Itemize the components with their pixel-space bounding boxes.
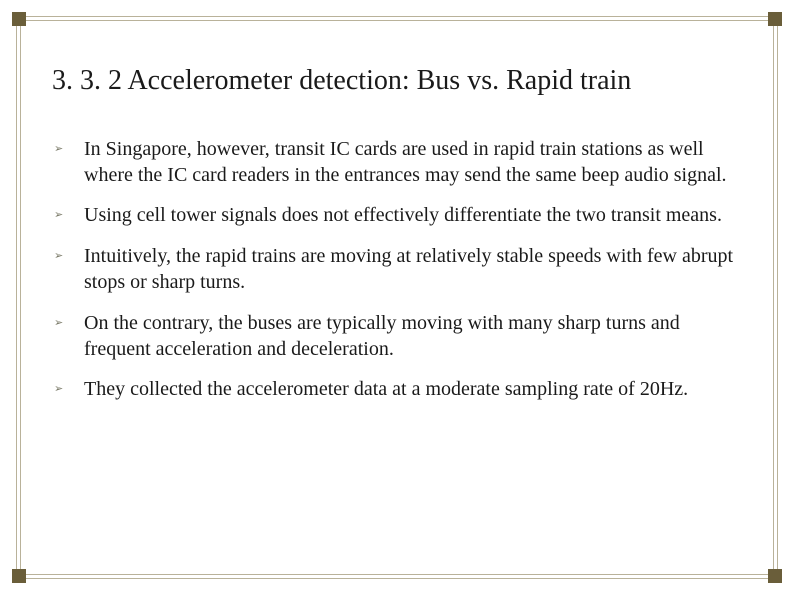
list-item: ➢ Intuitively, the rapid trains are movi… [80, 243, 742, 296]
content-area: 3. 3. 2 Accelerometer detection: Bus vs.… [52, 64, 742, 555]
bullet-text: Using cell tower signals does not effect… [84, 204, 722, 226]
bullet-list: ➢ In Singapore, however, transit IC card… [52, 136, 742, 403]
corner-square-tr [768, 12, 782, 26]
slide-title: 3. 3. 2 Accelerometer detection: Bus vs.… [52, 64, 742, 98]
bullet-icon: ➢ [54, 382, 63, 397]
bullet-icon: ➢ [54, 142, 63, 157]
bullet-text: They collected the accelerometer data at… [84, 378, 688, 400]
list-item: ➢ On the contrary, the buses are typical… [80, 310, 742, 363]
list-item: ➢ In Singapore, however, transit IC card… [80, 136, 742, 189]
bullet-text: In Singapore, however, transit IC cards … [84, 138, 727, 186]
corner-square-bl [12, 569, 26, 583]
bullet-icon: ➢ [54, 316, 63, 331]
bullet-icon: ➢ [54, 208, 63, 223]
bullet-icon: ➢ [54, 249, 63, 264]
corner-square-br [768, 569, 782, 583]
bullet-text: Intuitively, the rapid trains are moving… [84, 245, 733, 293]
slide: 3. 3. 2 Accelerometer detection: Bus vs.… [0, 0, 794, 595]
list-item: ➢ Using cell tower signals does not effe… [80, 202, 742, 228]
corner-square-tl [12, 12, 26, 26]
list-item: ➢ They collected the accelerometer data … [80, 376, 742, 402]
bullet-text: On the contrary, the buses are typically… [84, 312, 680, 360]
